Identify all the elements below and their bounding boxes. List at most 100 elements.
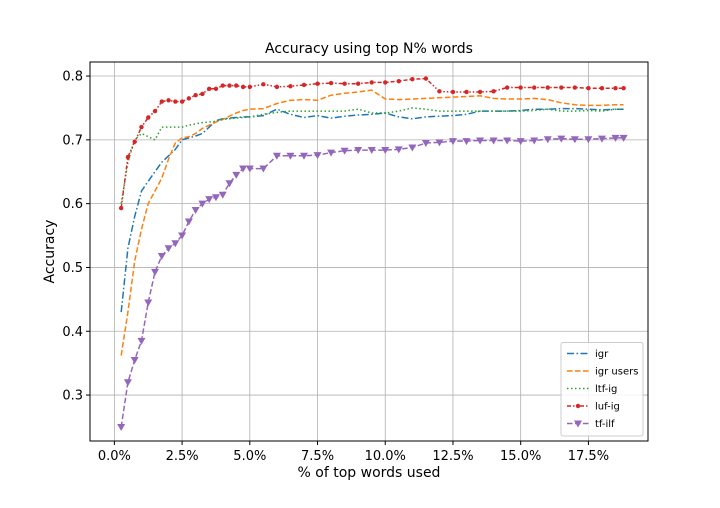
- data-point: [489, 137, 498, 145]
- data-point: [259, 165, 268, 173]
- x-tick-label: 17.5%: [568, 449, 609, 464]
- data-point: [272, 152, 281, 160]
- data-point: [421, 140, 430, 148]
- data-point: [286, 152, 295, 160]
- legend-item: ltf-ig: [567, 384, 617, 395]
- data-point: [516, 138, 525, 146]
- data-point: [137, 337, 146, 345]
- data-point: [151, 268, 160, 276]
- legend-label: luf-ig: [595, 402, 620, 413]
- data-point: [146, 115, 151, 120]
- data-point: [530, 137, 539, 145]
- data-point: [179, 99, 185, 104]
- data-point: [130, 356, 139, 364]
- data-point: [597, 135, 606, 143]
- data-point: [491, 89, 496, 94]
- data-point: [191, 207, 200, 215]
- series-tf-ilf: [117, 134, 628, 431]
- data-point: [173, 99, 178, 104]
- y-axis-label: Accuracy: [42, 220, 58, 284]
- data-point: [394, 146, 403, 154]
- legend-label: igr users: [595, 367, 638, 378]
- y-tick-label: 0.3: [62, 389, 83, 404]
- data-point: [232, 171, 241, 179]
- data-point: [245, 165, 254, 173]
- data-point: [193, 92, 198, 98]
- data-point: [144, 299, 153, 307]
- data-point: [288, 84, 293, 89]
- data-point: [159, 99, 164, 104]
- data-point: [328, 80, 334, 86]
- legend-label: ltf-ig: [595, 384, 617, 395]
- data-point: [301, 82, 307, 88]
- data-point: [274, 84, 280, 90]
- data-point: [225, 180, 234, 188]
- data-point: [200, 91, 205, 97]
- data-point: [572, 85, 578, 90]
- y-tick-label: 0.5: [62, 261, 83, 276]
- chart-title: Accuracy using top N% words: [265, 41, 473, 57]
- data-point: [613, 85, 618, 91]
- data-point: [381, 147, 390, 155]
- data-point: [448, 138, 457, 146]
- legend-item: igr users: [567, 367, 638, 378]
- x-tick-label: 0.0%: [98, 449, 131, 464]
- data-point: [240, 84, 246, 90]
- data-point: [545, 85, 550, 90]
- data-point: [367, 147, 376, 155]
- data-point: [464, 89, 469, 95]
- legend-label: igr: [595, 349, 609, 360]
- series-igr-users: [120, 89, 624, 356]
- data-point: [211, 194, 220, 202]
- data-point: [354, 147, 363, 155]
- data-point: [599, 85, 605, 91]
- data-point: [171, 240, 180, 248]
- data-point: [198, 200, 207, 208]
- data-point: [164, 245, 173, 253]
- series-line: [120, 107, 624, 313]
- data-point: [503, 137, 512, 145]
- data-point: [205, 196, 214, 204]
- data-point: [206, 86, 212, 91]
- data-point: [125, 154, 131, 160]
- data-point: [234, 83, 239, 88]
- data-point: [435, 139, 444, 147]
- data-point: [227, 83, 232, 88]
- data-point: [340, 147, 349, 155]
- data-point: [584, 136, 593, 144]
- y-tick-label: 0.6: [62, 197, 83, 212]
- legend-label: tf-ilf: [595, 419, 615, 430]
- data-point: [518, 85, 523, 90]
- data-point: [369, 80, 374, 85]
- x-tick-label: 15.0%: [500, 449, 541, 464]
- x-tick-label: 12.5%: [432, 449, 473, 464]
- data-point: [408, 144, 417, 152]
- data-point: [559, 85, 564, 90]
- data-point: [327, 149, 336, 157]
- series-line: [120, 107, 624, 204]
- ticks: 0.0% 2.5% 5.0% 7.5% 10.0% 12.5% 15.0% 17.5% 0.3 0…: [62, 70, 609, 464]
- x-tick-label: 7.5%: [301, 449, 334, 464]
- data-point: [313, 152, 322, 160]
- data-point: [139, 124, 144, 130]
- data-point: [557, 135, 566, 143]
- grid: [90, 62, 648, 441]
- legend-item: luf-ig: [567, 402, 620, 413]
- data-point: [152, 108, 158, 114]
- data-point: [299, 152, 308, 160]
- data-point: [218, 191, 227, 199]
- data-point: [476, 137, 485, 145]
- data-point: [166, 98, 171, 103]
- data-point: [575, 403, 581, 409]
- plot-frame: [89, 61, 649, 442]
- data-point: [619, 134, 628, 142]
- x-axis-label: % of top words used: [298, 465, 441, 481]
- data-point: [123, 379, 132, 387]
- data-point: [586, 85, 591, 91]
- data-point: [504, 85, 510, 90]
- data-point: [423, 76, 429, 81]
- x-tick-label: 2.5%: [166, 449, 199, 464]
- data-point: [157, 252, 166, 260]
- data-point: [247, 84, 253, 90]
